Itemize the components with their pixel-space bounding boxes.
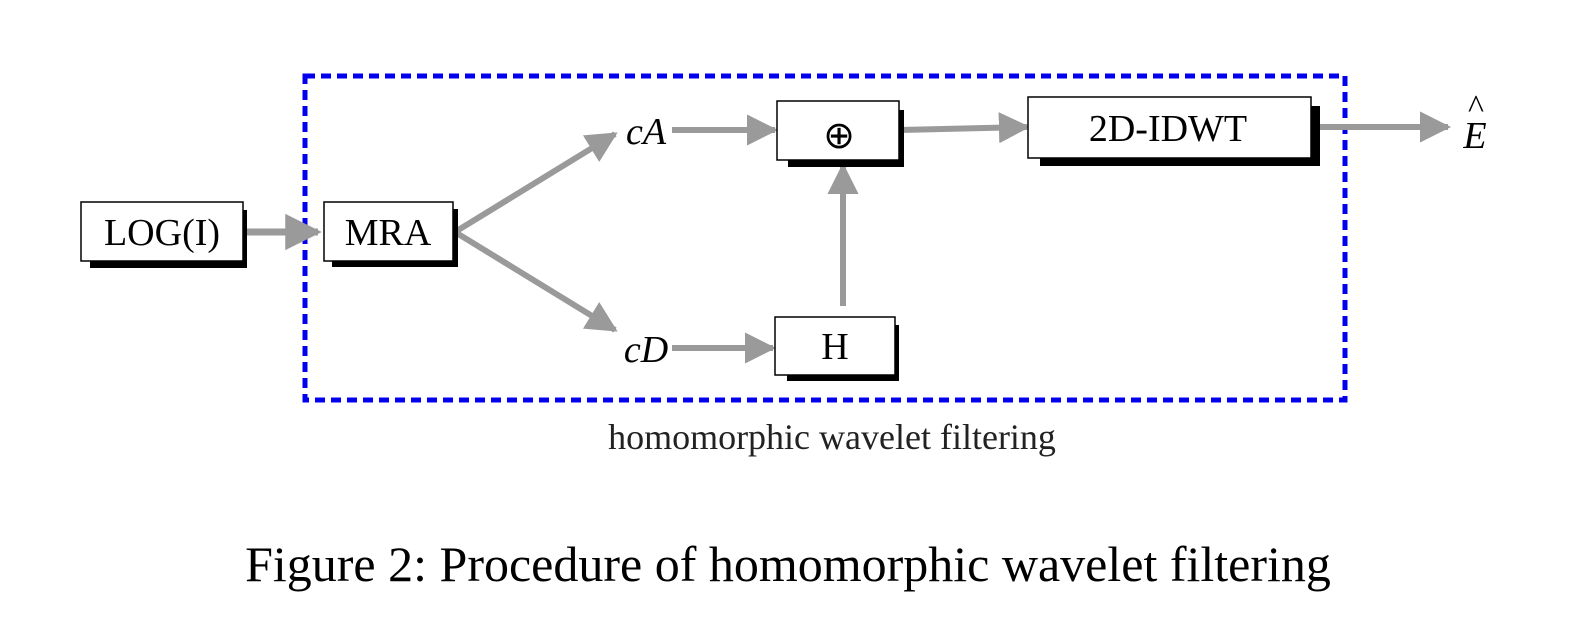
mra-label: MRA (345, 212, 432, 254)
output-hat: ^ (1468, 89, 1484, 126)
region-label: homomorphic wavelet filtering (608, 417, 1056, 457)
arrow-mra-to-cd (453, 229, 618, 333)
idwt-box: 2D-IDWT (1027, 96, 1320, 166)
adder-symbol: ⊕ (823, 115, 855, 157)
arrow-mra-to-ca (453, 131, 618, 235)
flow-diagram: LOG(I) MRA cA cD ⊕ H 2D-IDWT E ^ homomor… (80, 73, 1487, 457)
mra-box: MRA (323, 201, 458, 267)
figure-caption: Figure 2: Procedure of homomorphic wavel… (245, 536, 1331, 592)
idwt-label: 2D-IDWT (1089, 108, 1247, 150)
output-label: E (1462, 115, 1486, 157)
log-input-label: LOG(I) (104, 212, 220, 254)
log-input-box: LOG(I) (80, 201, 247, 268)
arrow-adder-to-idwt (899, 112, 1031, 144)
adder-box: ⊕ (776, 100, 904, 167)
ca-label: cA (626, 111, 667, 153)
h-filter-label: H (821, 326, 848, 368)
h-filter-box: H (774, 316, 899, 381)
cd-label: cD (624, 329, 668, 371)
output-e-hat: E ^ (1462, 89, 1486, 157)
